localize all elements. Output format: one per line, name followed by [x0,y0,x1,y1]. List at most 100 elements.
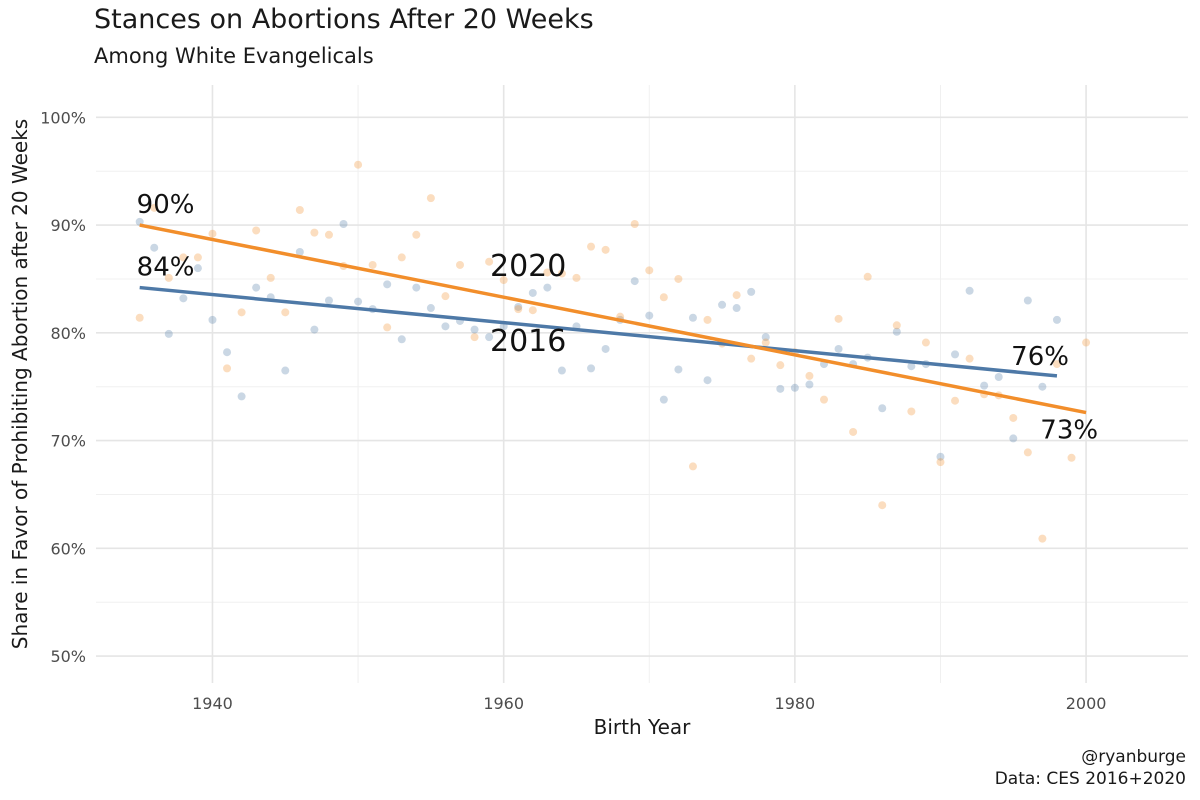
data-point-2020 [630,219,639,228]
axis-layer: 1940 1960 1980 2000 50% 60% 70% 80% 90% 100% Birth… [8,108,1106,739]
annotation-layer: 90% 84% 76% 73% 2020 2016 [137,190,1098,445]
data-point-2016 [805,380,814,389]
data-point-2016 [252,283,261,292]
data-point-2020 [951,396,960,405]
data-point-2020 [252,226,261,235]
data-point-2020 [674,274,683,283]
data-point-2020 [907,407,916,416]
data-point-2016 [601,344,610,353]
data-point-2020 [1023,448,1032,457]
data-point-2020 [324,230,333,239]
data-point-2016 [223,348,232,357]
data-point-2020 [237,308,246,317]
data-point-2016 [630,277,639,286]
data-point-2016 [1023,296,1032,305]
chart-title: Stances on Abortions After 20 Weeks [94,4,594,35]
data-point-2020 [223,364,232,373]
data-point-2020 [135,313,144,322]
data-point-2016 [397,335,406,344]
data-point-2016 [543,283,552,292]
data-point-2016 [994,372,1003,381]
data-point-2016 [237,392,246,401]
data-point-2016 [907,362,916,371]
chart-caption: @ryanburge Data: CES 2016+2020 [995,746,1186,790]
x-axis-title: Birth Year [594,715,691,739]
data-point-2020 [557,269,566,278]
data-point-2020 [921,338,930,347]
y-axis-title: Share in Favor of Prohibiting Abortion a… [8,119,32,649]
y-tick-label: 50% [50,647,86,666]
point-layer [135,160,1091,543]
series-label-2016: 2016 [490,324,566,359]
data-point-2016 [761,333,770,342]
data-point-2020 [776,361,785,370]
data-point-2016 [776,384,785,393]
data-point-2016 [426,304,435,313]
data-point-2016 [281,366,290,375]
data-point-2016 [324,296,333,305]
x-tick-label: 1940 [192,694,233,713]
data-point-2020 [892,321,901,330]
data-point-2020 [470,333,479,342]
data-point-2020 [747,354,756,363]
data-point-2020 [499,276,508,285]
data-point-2020 [645,266,654,275]
start-label-2016: 84% [137,253,195,283]
y-tick-label: 80% [50,324,86,343]
grid-layer [96,85,1188,683]
data-point-2016 [936,452,945,461]
data-point-2016 [557,366,566,375]
data-point-2016 [514,302,523,311]
data-point-2020 [514,305,523,314]
y-tick-label: 70% [50,432,86,451]
data-point-2016 [295,248,304,257]
data-point-2016 [645,311,654,320]
data-point-2020 [528,306,537,315]
data-point-2016 [732,304,741,313]
data-point-2020 [965,354,974,363]
data-point-2020 [426,194,435,203]
data-point-2020 [368,260,377,269]
data-point-2020 [659,293,668,302]
data-point-2016 [747,287,756,296]
x-tick-label: 1960 [483,694,524,713]
data-point-2016 [164,329,173,338]
data-point-2020 [485,257,494,266]
data-point-2020 [849,427,858,436]
data-point-2020 [688,462,697,471]
data-point-2016 [951,350,960,359]
data-point-2016 [470,325,479,334]
data-point-2016 [310,325,319,334]
data-point-2016 [485,333,494,342]
data-point-2020 [1009,413,1018,422]
data-point-2016 [878,404,887,413]
trend-line-2016 [139,285,1058,378]
data-point-2016 [703,376,712,385]
data-point-2020 [863,272,872,281]
data-point-2020 [179,253,188,262]
data-point-2020 [1038,534,1047,543]
data-point-2020 [878,501,887,510]
data-point-2020 [354,160,363,169]
series-label-2020: 2020 [490,249,566,284]
data-point-2020 [281,308,290,317]
start-label-2020: 90% [137,190,195,220]
data-point-2016 [892,327,901,336]
data-point-2016 [179,294,188,303]
data-point-2020 [936,458,945,467]
data-point-2020 [543,268,552,277]
data-point-2020 [456,260,464,269]
data-point-2020 [834,314,843,323]
data-point-2020 [587,242,596,251]
data-point-2016 [1038,382,1047,391]
data-point-2020 [164,273,173,282]
data-point-2016 [587,364,596,373]
y-tick-label: 90% [50,216,86,235]
y-tick-label: 60% [50,539,86,558]
x-tick-label: 1980 [775,694,816,713]
end-label-2020: 73% [1040,416,1098,446]
data-point-2016 [150,243,159,252]
data-point-2020 [1082,338,1091,347]
data-point-2020 [761,338,770,347]
